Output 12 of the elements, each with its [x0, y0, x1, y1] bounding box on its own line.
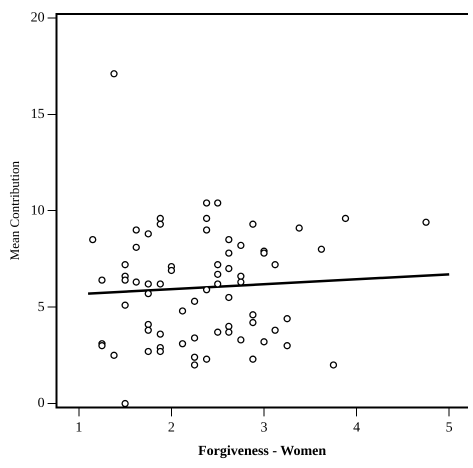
- x-axis-title: Forgiveness - Women: [198, 444, 326, 460]
- x-tick-label: 3: [260, 420, 268, 436]
- x-tick-label: 2: [168, 420, 175, 436]
- y-tick-label: 0: [38, 396, 45, 412]
- y-tick-label: 15: [30, 106, 45, 122]
- x-tick-label: 5: [446, 420, 453, 436]
- y-tick-label: 20: [30, 10, 45, 26]
- y-tick-label: 5: [38, 300, 45, 315]
- y-tick-label: 10: [30, 203, 45, 218]
- y-axis-title: Mean Contribution: [7, 160, 22, 260]
- x-tick-label: 4: [353, 420, 360, 436]
- x-tick-label: 1: [75, 420, 82, 436]
